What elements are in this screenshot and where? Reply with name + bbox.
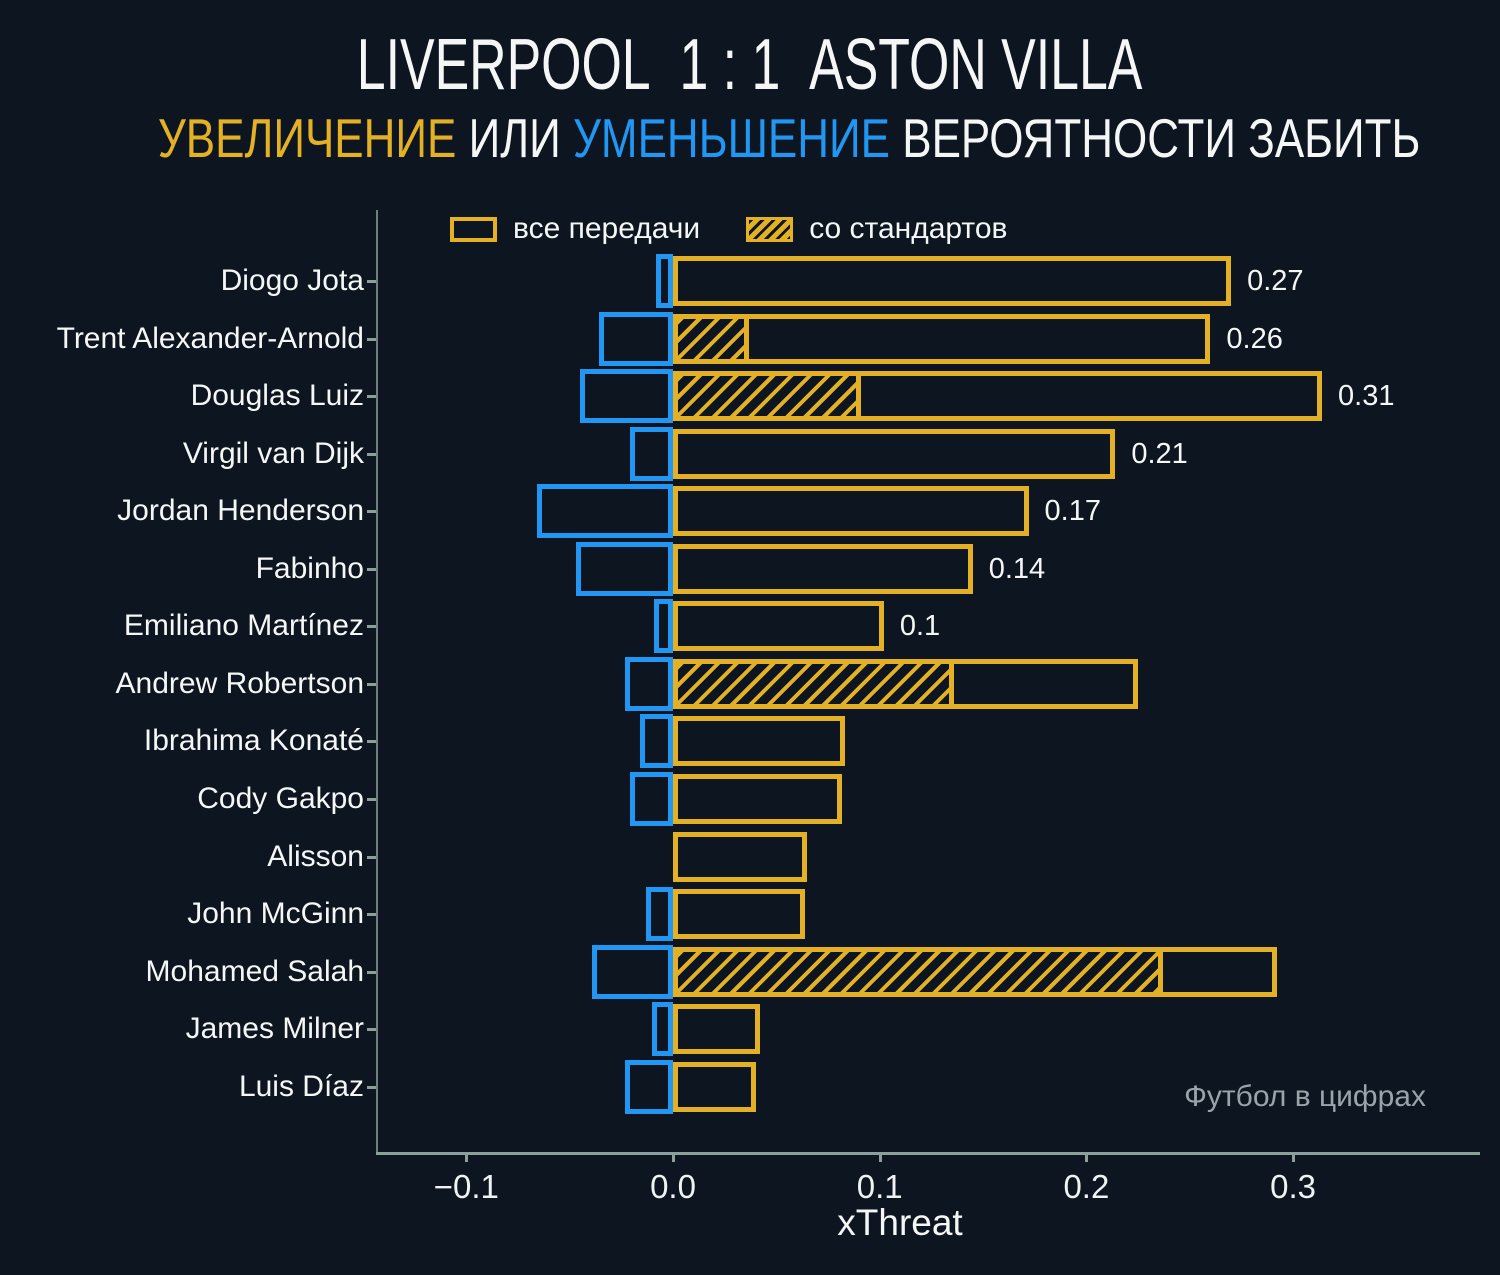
legend-label-set-pieces: со стандартов (809, 212, 1008, 245)
y-tick-label: Diogo Jota (220, 264, 364, 297)
bar-all-passes (673, 889, 806, 940)
y-tick-mark (367, 1085, 376, 1089)
y-tick-label: Luis Díaz (238, 1069, 364, 1103)
y-tick-label: Jordan Henderson (117, 494, 364, 528)
y-tick-label: Alisson (267, 839, 364, 873)
y-tick-mark (367, 452, 376, 456)
x-tick-label: 0.2 (1063, 1168, 1110, 1205)
y-axis-spine (376, 210, 378, 1155)
bar-all-passes (673, 543, 973, 594)
bar-all-passes (673, 428, 1116, 479)
y-tick-mark (367, 740, 376, 744)
y-tick-mark (367, 280, 376, 283)
bar-value-label: 0.14 (988, 552, 1046, 585)
x-tick-mark (465, 1153, 469, 1162)
bar-all-passes (673, 716, 845, 767)
x-tick-label: 0.3 (1270, 1168, 1317, 1205)
bar-all-passes (673, 486, 1029, 537)
bar-value-label: 0.17 (1044, 495, 1101, 528)
y-tick-label: James Milner (185, 1012, 364, 1046)
legend-swatch-set-pieces-icon (746, 216, 794, 242)
bar-all-passes (673, 773, 843, 824)
y-tick-mark (367, 567, 376, 571)
bar-set-pieces (673, 371, 862, 422)
x-tick-mark (672, 1153, 675, 1162)
title-text: LIVERPOOL 1 : 1 ASTON VILLA (357, 24, 1143, 106)
title-score: 1 : 1 (679, 25, 781, 105)
legend-swatch-all-passes-icon (450, 216, 497, 242)
x-tick-mark (1292, 1153, 1296, 1162)
bar-negative (575, 541, 673, 596)
subtitle-rest: ВЕРОЯТНОСТИ ЗАБИТЬ (890, 107, 1421, 169)
bar-negative (625, 1059, 673, 1114)
subtitle-text: УВЕЛИЧЕНИЕ ИЛИ УМЕНЬШЕНИЕ ВЕРОЯТНОСТИ ЗА… (158, 106, 1421, 170)
bar-value-label: 0.26 (1226, 322, 1283, 355)
bar-value-label: 0.21 (1131, 437, 1188, 470)
y-tick-mark (367, 337, 376, 341)
chart-subtitle: УВЕЛИЧЕНИЕ ИЛИ УМЕНЬШЕНИЕ ВЕРОЯТНОСТИ ЗА… (0, 106, 1500, 170)
bar-negative (652, 1002, 673, 1057)
watermark: Футбол в цифрах (1184, 1080, 1426, 1113)
y-tick-mark (367, 510, 376, 514)
title-away-team: ASTON VILLA (809, 25, 1143, 105)
bar-negative (654, 599, 673, 654)
x-axis-spine (376, 1152, 1480, 1155)
y-tick-mark (367, 913, 376, 917)
y-tick-label: Virgil van Dijk (182, 436, 364, 470)
bar-all-passes (673, 831, 808, 882)
bar-negative (579, 369, 673, 424)
y-tick-label: Mohamed Salah (145, 954, 364, 988)
bar-all-passes (673, 256, 1232, 306)
bar-value-label: 0.1 (899, 610, 941, 643)
subtitle-decrease: УМЕНЬШЕНИЕ (572, 107, 891, 169)
y-tick-label: Ibrahima Konaté (143, 724, 364, 758)
bar-value-label: 0.27 (1247, 265, 1304, 297)
y-tick-label: Cody Gakpo (197, 781, 364, 815)
bar-negative (625, 656, 673, 711)
bar-negative (656, 254, 673, 308)
y-tick-mark (367, 855, 376, 859)
page-title: LIVERPOOL 1 : 1 ASTON VILLA (0, 24, 1500, 106)
y-tick-mark (367, 1028, 376, 1032)
y-tick-mark (367, 682, 376, 686)
bar-set-pieces (673, 658, 955, 709)
bar-all-passes (673, 601, 884, 652)
y-tick-mark (367, 395, 376, 399)
bar-negative (629, 426, 673, 481)
y-tick-mark (367, 970, 376, 974)
bar-set-pieces (673, 313, 750, 364)
title-home-team: LIVERPOOL (357, 25, 652, 105)
bar-negative (536, 484, 673, 539)
y-tick-mark (367, 625, 376, 629)
y-tick-label: Fabinho (255, 551, 364, 585)
legend-label-all-passes: все передачи (513, 212, 701, 245)
bar-negative (629, 771, 673, 826)
bar-value-label: 0.31 (1338, 380, 1395, 413)
y-tick-label: John McGinn (187, 897, 364, 931)
x-tick-mark (1085, 1153, 1089, 1162)
y-tick-label: Douglas Luiz (190, 379, 364, 413)
x-tick-label: 0.0 (650, 1168, 696, 1205)
y-tick-label: Emiliano Martínez (123, 609, 364, 643)
x-tick-label: −0.1 (433, 1168, 499, 1205)
bar-all-passes (673, 1004, 760, 1055)
bar-negative (598, 311, 673, 366)
x-tick-label: 0.1 (856, 1168, 903, 1205)
bar-all-passes (673, 1061, 756, 1112)
legend: все передачи со стандартов (450, 212, 1007, 246)
bar-all-passes (673, 313, 1211, 364)
x-tick-mark (878, 1153, 882, 1162)
bar-negative (646, 887, 673, 942)
subtitle-or: ИЛИ (456, 107, 573, 169)
subtitle-increase: УВЕЛИЧЕНИЕ (157, 107, 457, 169)
bar-set-pieces (673, 946, 1163, 997)
bar-negative (639, 714, 673, 769)
y-tick-label: Trent Alexander-Arnold (56, 321, 364, 355)
y-tick-mark (367, 797, 376, 801)
y-tick-label: Andrew Robertson (115, 666, 364, 700)
plot-area: Diogo Jota 0.27 Trent Alexander-Arnold 0.26… (57, 210, 1478, 1205)
bar-negative (592, 944, 673, 999)
x-axis-title: xThreat (837, 1202, 963, 1243)
